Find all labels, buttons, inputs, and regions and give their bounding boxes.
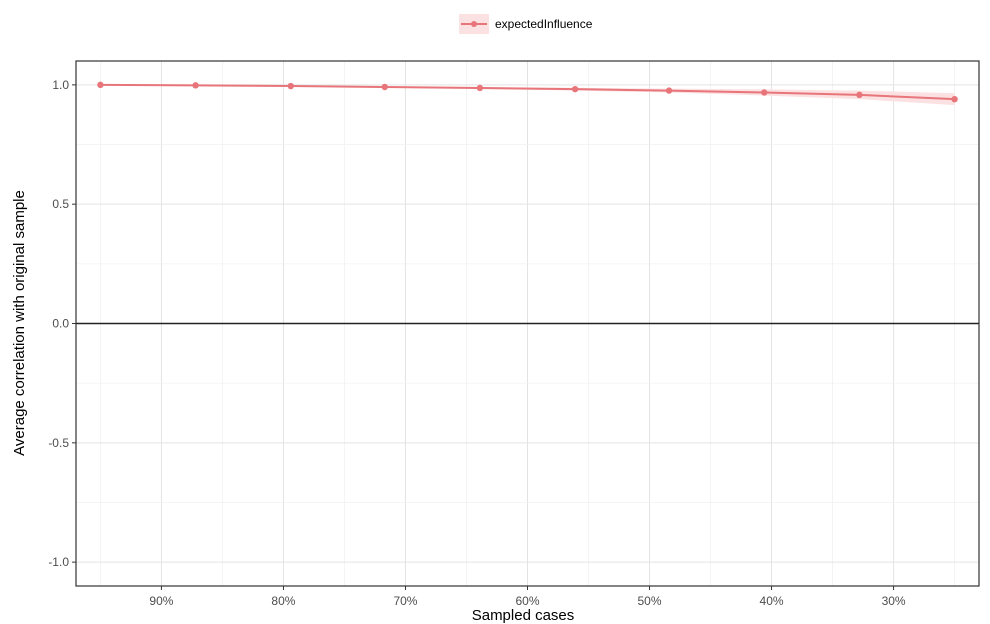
y-tick-label: 0.0 — [52, 317, 69, 331]
data-point — [951, 95, 958, 103]
data-point — [476, 84, 484, 92]
x-tick-label: 80% — [271, 594, 295, 608]
x-tick-label: 70% — [393, 594, 417, 608]
data-point — [665, 87, 673, 94]
x-tick-label: 60% — [515, 594, 539, 608]
legend-key-point — [471, 21, 477, 27]
y-tick-label: 0.5 — [52, 197, 69, 211]
y-axis: 1.0 0.5 0.0 -0.5 -1.0 — [48, 78, 76, 569]
x-tick-label: 30% — [882, 594, 906, 608]
confidence-band-group — [100, 84, 955, 106]
series-points-group — [97, 81, 958, 103]
y-axis-title: Average correlation with original sample — [11, 190, 28, 456]
data-point — [97, 81, 104, 89]
legend-label: expectedInfluence — [495, 17, 593, 31]
data-point — [287, 82, 294, 90]
data-point — [761, 89, 768, 96]
y-tick-label: -0.5 — [48, 436, 69, 450]
series-line — [100, 83, 955, 101]
y-tick-label: -1.0 — [48, 555, 69, 569]
data-point — [856, 91, 863, 99]
legend: expectedInfluence — [459, 14, 593, 34]
x-axis-title: Sampled cases — [472, 607, 575, 624]
data-point — [192, 82, 199, 89]
data-point — [381, 83, 388, 91]
y-tick-label: 1.0 — [52, 78, 69, 92]
series-line-group — [100, 83, 955, 101]
data-point — [571, 85, 579, 93]
x-tick-label: 50% — [638, 594, 662, 608]
x-tick-label: 90% — [149, 594, 173, 608]
x-tick-label: 40% — [760, 594, 784, 608]
confidence-band — [100, 84, 955, 106]
x-axis: 90% 80% 70% 60% 50% 40% 30% — [149, 586, 906, 608]
